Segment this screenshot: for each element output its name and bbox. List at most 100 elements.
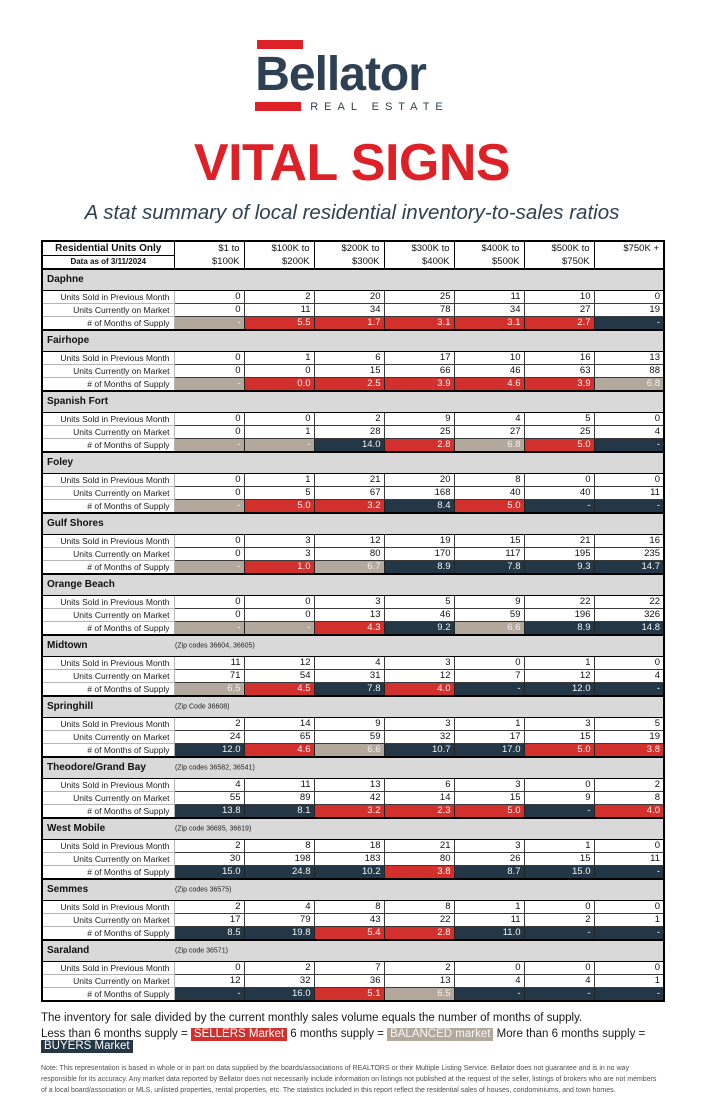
units-sold-cell: 2 bbox=[313, 411, 385, 426]
section-name: Springhill bbox=[47, 700, 94, 712]
row-label: # of Months of Supply bbox=[42, 498, 175, 514]
supply-cell: 2.8 bbox=[383, 437, 455, 453]
table-row: Units Currently on Market 0 3 80 170 117 195 23… bbox=[42, 546, 665, 561]
table-row: Units Currently on Market 0 11 34 78 34 27 19 bbox=[42, 302, 665, 317]
section-name: Gulf Shores bbox=[47, 517, 104, 529]
column-header-line2: $750K bbox=[562, 255, 590, 267]
units-market-cell: 25 bbox=[383, 424, 455, 439]
units-sold-cell: 11 bbox=[243, 777, 315, 792]
units-market-cell: 25 bbox=[523, 424, 595, 439]
units-market-cell: 12 bbox=[523, 668, 595, 683]
supply-cell: 6.8 bbox=[453, 437, 525, 453]
section-name: Spanish Fort bbox=[47, 395, 109, 407]
supply-cell: 10.7 bbox=[383, 742, 455, 758]
row-label: Units Currently on Market bbox=[42, 302, 175, 317]
table-row: # of Months of Supply - -4.3 9.2 6.6 8.9 14.8 bbox=[42, 620, 665, 636]
column-header-line1: $1 to bbox=[218, 242, 240, 254]
units-market-cell: 11 bbox=[243, 302, 315, 317]
units-market-cell: 55 bbox=[173, 790, 245, 805]
units-sold-cell: 3 bbox=[383, 716, 455, 731]
section-header-row: Theodore/Grand Bay (Zip codes 36582, 3654… bbox=[42, 755, 664, 779]
row-label: Units Sold in Previous Month bbox=[42, 899, 175, 914]
units-sold-cell: 8 bbox=[313, 899, 385, 914]
units-sold-cell: 6 bbox=[383, 777, 455, 792]
units-sold-cell: 0 bbox=[243, 594, 315, 609]
column-header-line2: $500K bbox=[492, 255, 520, 267]
units-market-cell: 78 bbox=[383, 302, 455, 317]
units-market-cell: 12 bbox=[173, 973, 245, 988]
units-sold-cell: 3 bbox=[313, 594, 385, 609]
units-market-cell: 13 bbox=[313, 607, 385, 622]
row-label: # of Months of Supply bbox=[42, 986, 175, 1002]
units-sold-cell: 4 bbox=[453, 411, 525, 426]
row-label: Units Currently on Market bbox=[42, 363, 175, 378]
supply-cell: 6.6 bbox=[453, 620, 525, 636]
supply-cell: 17.0 bbox=[453, 742, 525, 758]
units-sold-cell: 21 bbox=[313, 472, 385, 487]
section-zip: (Zip code 36571) bbox=[175, 946, 228, 954]
supply-cell: - bbox=[173, 498, 245, 514]
section-zip: (Zip Code 36608) bbox=[175, 702, 230, 710]
column-header-line2: $400K bbox=[422, 255, 450, 267]
supply-cell: 6.5 bbox=[383, 986, 455, 1002]
supply-cell: - bbox=[593, 925, 665, 941]
units-sold-cell: 9 bbox=[383, 411, 455, 426]
units-sold-cell: 0 bbox=[173, 472, 245, 487]
units-market-cell: 19 bbox=[593, 729, 665, 744]
units-sold-cell: 0 bbox=[593, 899, 665, 914]
units-market-cell: 11 bbox=[593, 851, 665, 866]
supply-cell: - bbox=[593, 315, 665, 331]
units-sold-cell: 5 bbox=[383, 594, 455, 609]
units-sold-cell: 2 bbox=[173, 716, 245, 731]
table-corner-date: Data as of 3/11/2024 bbox=[70, 257, 147, 267]
section-name: Orange Beach bbox=[47, 578, 115, 590]
units-market-cell: 15 bbox=[313, 363, 385, 378]
units-sold-cell: 0 bbox=[593, 960, 665, 975]
supply-cell: - bbox=[593, 437, 665, 453]
units-market-cell: 3 bbox=[243, 546, 315, 561]
units-sold-cell: 17 bbox=[383, 350, 455, 365]
row-label: Units Currently on Market bbox=[42, 485, 175, 500]
supply-cell: 24.8 bbox=[243, 864, 315, 880]
units-sold-cell: 22 bbox=[523, 594, 595, 609]
row-label: # of Months of Supply bbox=[42, 315, 175, 331]
units-market-cell: 8 bbox=[593, 790, 665, 805]
units-sold-cell: 19 bbox=[383, 533, 455, 548]
table-row: Units Sold in Previous Month 2 4 8 8 1 0 0 bbox=[42, 899, 665, 914]
table-row: Units Currently on Market 0 0 15 66 46 63 88 bbox=[42, 363, 665, 378]
units-sold-cell: 3 bbox=[243, 533, 315, 548]
units-market-cell: 198 bbox=[243, 851, 315, 866]
supply-cell: 8.1 bbox=[243, 803, 315, 819]
supply-cell: 2.8 bbox=[383, 925, 455, 941]
units-market-cell: 17 bbox=[173, 912, 245, 927]
units-sold-cell: 6 bbox=[313, 350, 385, 365]
units-sold-cell: 0 bbox=[173, 533, 245, 548]
section-zip: (Zip codes 36582, 36541) bbox=[175, 763, 255, 771]
units-sold-cell: 0 bbox=[523, 472, 595, 487]
row-label: # of Months of Supply bbox=[42, 925, 175, 941]
units-market-cell: 89 bbox=[243, 790, 315, 805]
units-market-cell: 34 bbox=[453, 302, 525, 317]
units-sold-cell: 5 bbox=[523, 411, 595, 426]
table-row: # of Months of Supply -5.0 3.2 8.4 5.0- - bbox=[42, 498, 665, 514]
units-market-cell: 4 bbox=[523, 973, 595, 988]
supply-cell: 6.8 bbox=[593, 376, 665, 392]
section-name: Fairhope bbox=[47, 334, 90, 346]
units-sold-cell: 0 bbox=[243, 411, 315, 426]
units-sold-cell: 10 bbox=[453, 350, 525, 365]
units-market-cell: 30 bbox=[173, 851, 245, 866]
units-sold-cell: 20 bbox=[313, 289, 385, 304]
supply-cell: - bbox=[243, 620, 315, 636]
units-sold-cell: 0 bbox=[523, 777, 595, 792]
units-sold-cell: 14 bbox=[243, 716, 315, 731]
supply-cell: - bbox=[593, 498, 665, 514]
disclaimer-note: Note: This representation is based in wh… bbox=[41, 1064, 657, 1094]
units-sold-cell: 10 bbox=[523, 289, 595, 304]
units-market-cell: 11 bbox=[453, 912, 525, 927]
units-market-cell: 36 bbox=[313, 973, 385, 988]
units-sold-cell: 2 bbox=[173, 899, 245, 914]
row-label: Units Sold in Previous Month bbox=[42, 716, 175, 731]
units-market-cell: 170 bbox=[383, 546, 455, 561]
logo-red-bar-bottom-icon bbox=[255, 102, 302, 112]
supply-cell: 4.5 bbox=[243, 681, 315, 697]
